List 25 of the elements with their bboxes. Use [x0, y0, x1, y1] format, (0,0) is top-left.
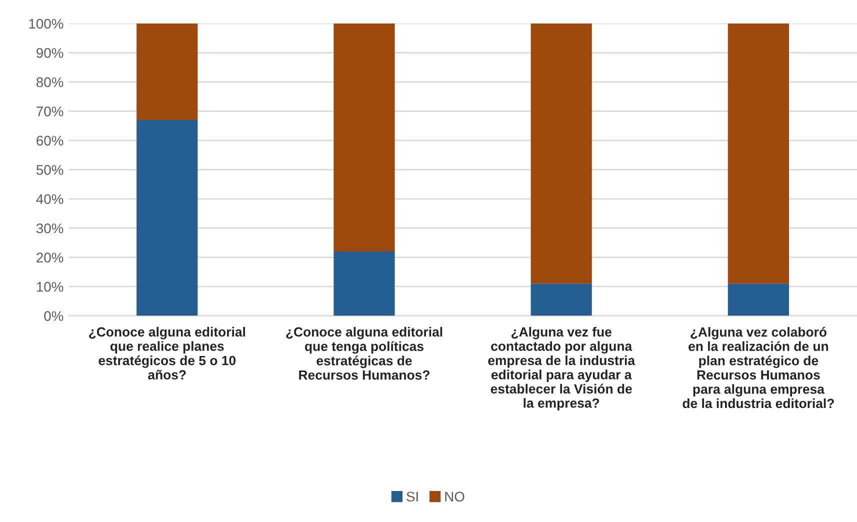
bar	[334, 252, 395, 316]
y-tick-label: 50%	[36, 164, 64, 175]
y-tick-label: 90%	[36, 48, 64, 58]
x-tick-label: ¿Conoce alguna editorial que realice planes estratégicos de 5 o 10 años?	[89, 326, 245, 380]
bar	[530, 284, 592, 316]
legend-label: NO	[445, 492, 464, 502]
x-tick-label: ¿Conoce alguna editorial que tenga políticas estratégicas de Recursos Humanos?	[286, 326, 442, 380]
bar	[728, 284, 789, 316]
y-tick-label: 40%	[36, 194, 64, 204]
bar	[728, 23, 789, 284]
bar	[136, 120, 198, 316]
y-tick-label: 100%	[29, 18, 64, 29]
x-tick-label: ¿Alguna vez fue contactado por alguna empresa de la industria editorial para ayudar a establecer la Visión de la empresa?	[488, 326, 636, 410]
y-tick-label: 10%	[36, 282, 64, 292]
legend-label: SI	[406, 492, 418, 502]
y-tick-label: 70%	[36, 106, 64, 116]
y-tick-label: 0%	[44, 311, 64, 321]
y-tick-label: 20%	[36, 252, 64, 263]
bar	[530, 23, 592, 284]
y-tick-label: 80%	[36, 77, 64, 88]
y-tick-label: 60%	[36, 136, 64, 146]
x-tick-label: ¿Alguna vez colaboró en la realización de un plan estratégico de Recursos Humanos para alguna empresa de la industria editorial?	[682, 326, 834, 408]
bar	[334, 23, 395, 252]
y-tick-label: 30%	[36, 223, 64, 234]
bar	[136, 23, 198, 120]
